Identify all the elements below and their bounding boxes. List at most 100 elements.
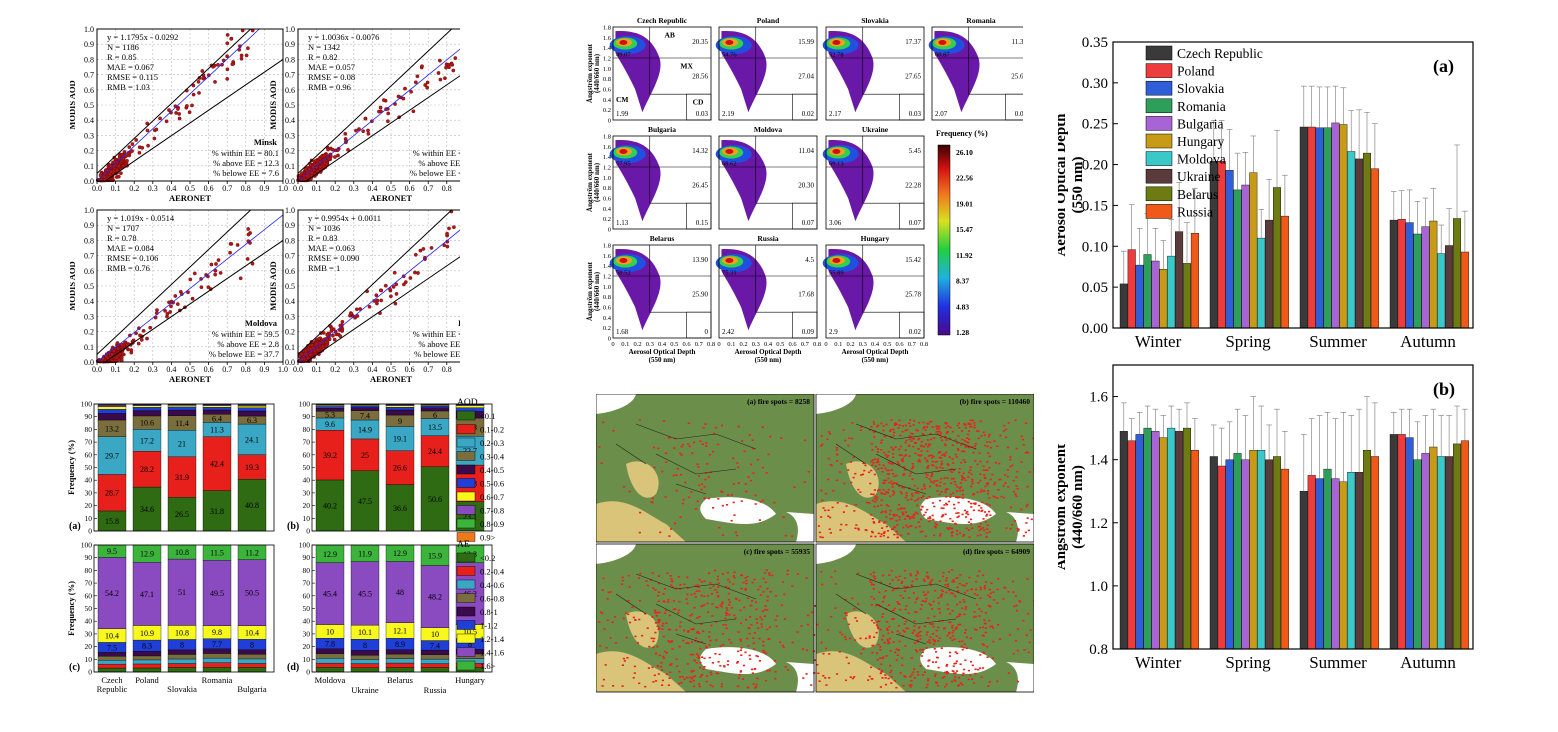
fire-spot — [878, 620, 881, 623]
fire-spot — [885, 456, 889, 458]
fire-spot — [855, 620, 859, 622]
fire-spot — [841, 633, 844, 636]
scatter-point — [173, 294, 178, 298]
fire-spot — [872, 521, 875, 523]
x-tick-label: 0.2 — [330, 184, 340, 193]
fire-spot — [638, 600, 642, 602]
stacked-segment — [97, 474, 127, 512]
fire-spot — [703, 497, 706, 500]
fire-spot — [985, 515, 988, 517]
fire-spot — [873, 522, 876, 524]
fire-spot — [688, 445, 691, 448]
fire-spot — [639, 511, 642, 514]
x-tick-label: 0.0 — [92, 365, 102, 374]
fire-spot — [880, 511, 883, 514]
fire-spot — [966, 437, 969, 439]
fire-spot — [940, 593, 944, 596]
fire-spot — [728, 604, 731, 606]
stat-text: RMB = 1.03 — [107, 82, 150, 92]
fire-spot — [896, 461, 899, 463]
y-tick-label: 0 — [306, 527, 310, 536]
fire-spot — [886, 492, 889, 494]
category-label: Moldova — [315, 675, 346, 685]
fire-spot — [701, 604, 704, 607]
bar — [1421, 453, 1430, 650]
fire-spot — [916, 487, 919, 490]
fire-spot — [960, 444, 963, 446]
fire-spot — [959, 532, 962, 534]
fire-spot — [599, 645, 602, 647]
fire-spot — [670, 663, 673, 665]
fire-spot — [898, 640, 901, 643]
fire-spot — [904, 441, 907, 444]
fire-spot — [907, 627, 910, 630]
fire-spot — [925, 459, 928, 461]
scatter-point — [225, 67, 230, 72]
fire-spot — [759, 501, 762, 503]
fire-spot — [901, 459, 904, 462]
fire-spot — [740, 500, 743, 502]
segment-label: 9.5 — [107, 547, 117, 556]
fire-spot — [986, 441, 989, 443]
fire-spot — [940, 477, 943, 480]
fire-spot — [668, 641, 671, 643]
stacked-segment — [237, 479, 267, 532]
fire-spot — [704, 423, 707, 425]
fire-spot — [908, 475, 911, 477]
core-value: 60.87 — [935, 51, 950, 58]
fire-spot — [996, 680, 999, 683]
stacked-segment — [385, 426, 415, 451]
fire-spot — [897, 625, 900, 627]
fire-spot — [987, 492, 990, 495]
legend-swatch — [1145, 133, 1173, 149]
scatter-point — [122, 150, 127, 154]
fire-spot — [701, 443, 704, 445]
fire-spot — [687, 422, 690, 425]
y-tick-label: 0.3 — [285, 312, 295, 321]
fire-spot — [854, 617, 857, 619]
fire-spot — [881, 638, 884, 641]
fire-spot — [882, 597, 885, 599]
y-axis-label: Frequency (%) — [66, 440, 76, 495]
stacked-segment — [202, 648, 232, 654]
stacked-segment — [350, 659, 380, 664]
fire-spot — [883, 479, 886, 482]
y-tick-label: 0.5 — [84, 101, 94, 110]
ee-stat-text: % above EE = 8.9 — [418, 158, 460, 168]
fire-spot — [935, 629, 938, 632]
fire-spot — [919, 635, 922, 637]
fire-spot — [891, 462, 894, 464]
scatter-point — [187, 110, 192, 115]
fire-spot — [871, 499, 875, 502]
fire-spot — [716, 575, 720, 578]
segment-label: 29.7 — [105, 452, 119, 461]
fire-spot — [932, 638, 935, 641]
fire-spot — [857, 528, 860, 531]
fire-spot — [881, 677, 884, 679]
fire-spot — [901, 664, 904, 667]
colorbar-tick-label: 15.47 — [956, 225, 973, 234]
fire-spot — [981, 501, 984, 504]
fire-spot — [926, 683, 929, 686]
fire-spot — [913, 484, 916, 487]
stat-text: RMB = 0.96 — [308, 82, 351, 92]
ee-stat-text: % within EE = 80.1 — [212, 148, 279, 158]
fire-spot — [600, 611, 603, 614]
scatter-point — [391, 285, 396, 289]
fire-spot — [730, 494, 733, 496]
stacked-segment — [202, 560, 232, 626]
fire-spot — [703, 657, 706, 660]
fire-spot — [875, 624, 879, 626]
fire-spot — [746, 637, 749, 640]
bar — [1265, 219, 1274, 329]
fire-spot — [908, 455, 911, 457]
fire-spot — [664, 496, 667, 498]
scatter-point — [413, 270, 417, 275]
x-tick-label: 0.8 — [241, 365, 251, 374]
fire-spot — [656, 611, 659, 614]
fire-spot — [998, 478, 1001, 481]
fire-spot — [898, 464, 901, 466]
fire-spot — [988, 681, 991, 683]
scatter-point — [343, 131, 348, 136]
fire-spot — [715, 672, 718, 675]
